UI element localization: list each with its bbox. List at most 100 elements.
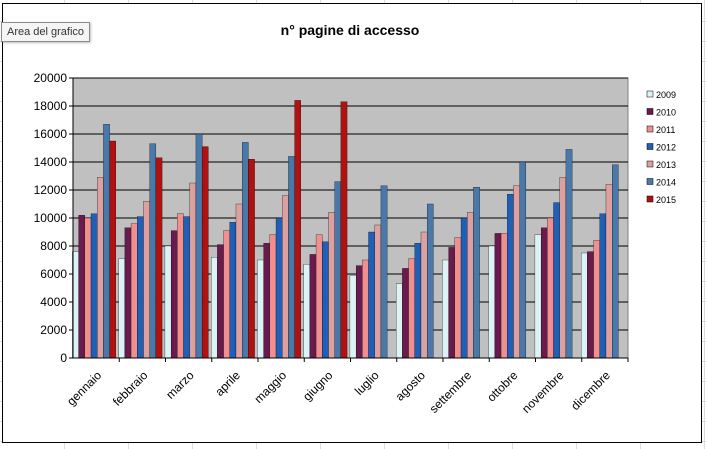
x-tick-label: settembre [427,368,475,416]
bar-2012-giugno [322,241,329,359]
bar-2011-aprile [223,230,230,359]
bar-2014-novembre [565,149,573,359]
sheet-gridline [704,0,705,449]
bar-2012-ottobre [507,194,514,359]
bar-2010-marzo [170,230,178,359]
bar-2013-settembre [467,212,474,359]
bar-2010-giugno [309,254,317,359]
chart-area-tooltip: Area del grafico [1,22,91,42]
x-tick-label: giugno [300,368,336,404]
x-tick-label: luglio [352,368,382,398]
bar-2011-maggio [269,234,277,359]
chart-area[interactable]: n° pagine di accesso 0 2000 4000 6000 8000 10… [2,3,702,443]
y-tick-label: 4000 [40,295,67,309]
bar-2011-marzo [177,213,184,359]
bar-2013-dicembre [605,184,613,359]
bar-2013-aprile [235,203,243,359]
legend-label-2011: 2011 [656,125,675,135]
bar-2012-dicembre [599,213,607,359]
bar-2013-novembre [559,177,567,359]
legend[interactable]: 2009 2010 2011 2012 2013 2014 2015 [641,86,681,212]
chart-title: n° pagine di accesso [281,22,420,38]
x-tick-label: dicembre [568,368,613,413]
bar-2012-novembre [553,202,560,359]
bar-2011-novembre [547,217,554,359]
x-tick-label: maggio [252,368,290,406]
bar-2009-settembre [442,259,449,359]
bar-2014-aprile [242,142,249,359]
bar-2014-maggio [288,156,295,359]
legend-swatch-2014 [646,178,654,185]
y-tick-label: 6000 [40,267,67,281]
bar-2010-aprile [217,244,224,359]
bar-2011-febbraio [130,223,138,359]
bar-2010-ottobre [494,233,502,359]
x-tick-label: ottobre [484,368,521,405]
bar-2013-marzo [189,182,197,359]
bar-2014-agosto [427,203,434,359]
bar-2010-settembre [448,247,455,359]
x-tick-label: marzo [163,368,197,402]
bar-2013-ottobre [513,185,520,359]
bar-2014-febbraio [149,143,157,359]
y-tick-label: 18000 [34,99,68,113]
bar-2010-novembre [540,227,548,359]
bar-2010-luglio [355,265,363,359]
y-tick-label: 8000 [40,239,67,253]
x-tick-label: gennaio [64,368,104,408]
bar-2014-settembre [473,187,480,359]
legend-label-2010: 2010 [656,108,676,118]
bar-2009-marzo [164,245,172,359]
bar-2009-ottobre [488,245,496,359]
bar-layer [72,100,619,359]
bar-2009-febbraio [118,258,126,359]
legend-swatch-2015 [646,195,654,203]
y-tick-label: 0 [60,351,67,365]
bar-2012-marzo [183,216,190,359]
bar-2009-luglio [349,275,357,359]
bar-2009-dicembre [581,252,588,359]
x-tick-label: agosto [393,368,429,404]
bar-2011-giugno [315,234,323,359]
bar-2013-giugno [328,212,335,359]
bar-2010-agosto [402,268,409,359]
legend-swatch-2011 [646,125,654,133]
legend-swatch-2013 [646,160,654,168]
legend-label-2013: 2013 [656,160,676,170]
bar-2011-dicembre [593,240,600,359]
bar-2012-aprile [229,222,237,359]
y-tick-label: 10000 [34,211,68,225]
legend-label-2009: 2009 [656,90,676,100]
y-tick-label: 2000 [40,323,67,337]
bar-2013-luglio [374,224,382,359]
bar-2012-gennaio [90,213,98,359]
bar-2011-gennaio [84,217,92,359]
bar-2010-dicembre [587,251,594,359]
x-tick-label: novembre [519,368,567,416]
bar-2015-aprile [248,159,255,359]
bar-2015-gennaio [109,140,116,359]
x-tick-label: febbraio [110,368,151,409]
bar-2011-ottobre [500,233,508,359]
bar-2012-agosto [414,243,422,359]
bar-2014-giugno [334,181,342,359]
legend-label-2015: 2015 [656,195,676,205]
y-tick-label: 20000 [34,71,68,85]
bar-2012-maggio [275,217,283,359]
bar-2011-settembre [454,237,462,359]
bar-2013-gennaio [97,177,104,359]
bar-2010-gennaio [78,215,85,359]
bar-2015-marzo [201,146,209,359]
bar-2012-febbraio [137,216,144,359]
bar-2009-agosto [396,283,403,359]
bar-2012-luglio [368,231,375,359]
bar-2012-settembre [460,217,468,359]
legend-label-2014: 2014 [656,178,676,188]
bar-2010-febbraio [124,227,132,359]
bar-2015-giugno [340,101,348,359]
legend-label-2012: 2012 [656,143,676,153]
bar-2013-agosto [420,231,428,359]
bar-2013-maggio [282,195,289,359]
bar-2011-agosto [408,258,415,359]
bar-2015-febbraio [155,157,163,359]
